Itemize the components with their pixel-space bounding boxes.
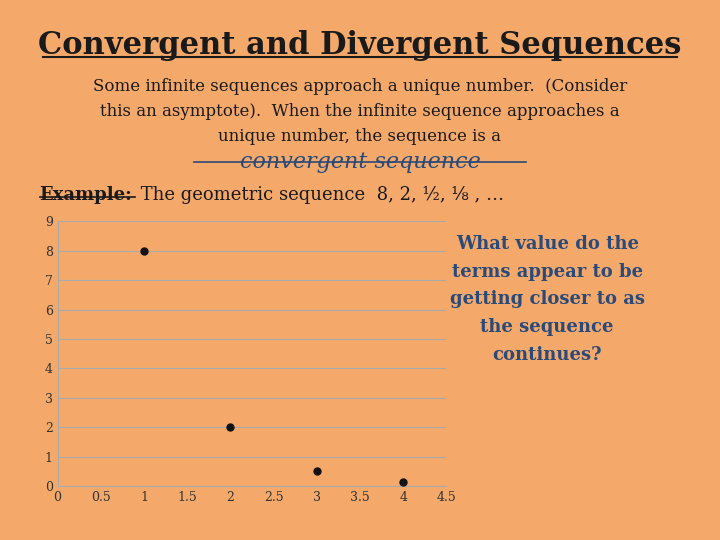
Text: The geometric sequence  8, 2, ½, ⅛ , …: The geometric sequence 8, 2, ½, ⅛ , … [135, 186, 505, 205]
Text: Example:: Example: [40, 186, 132, 204]
Point [138, 246, 150, 255]
Text: What value do the
terms appear to be
getting closer to as
the sequence
continues: What value do the terms appear to be get… [450, 235, 644, 364]
Point [311, 467, 323, 476]
Point [397, 478, 409, 487]
Point [225, 423, 236, 431]
Text: Some infinite sequences approach a unique number.  (Consider
this an asymptote).: Some infinite sequences approach a uniqu… [93, 78, 627, 145]
Text: Convergent and Divergent Sequences: Convergent and Divergent Sequences [38, 30, 682, 60]
Text: convergent sequence: convergent sequence [240, 151, 480, 173]
